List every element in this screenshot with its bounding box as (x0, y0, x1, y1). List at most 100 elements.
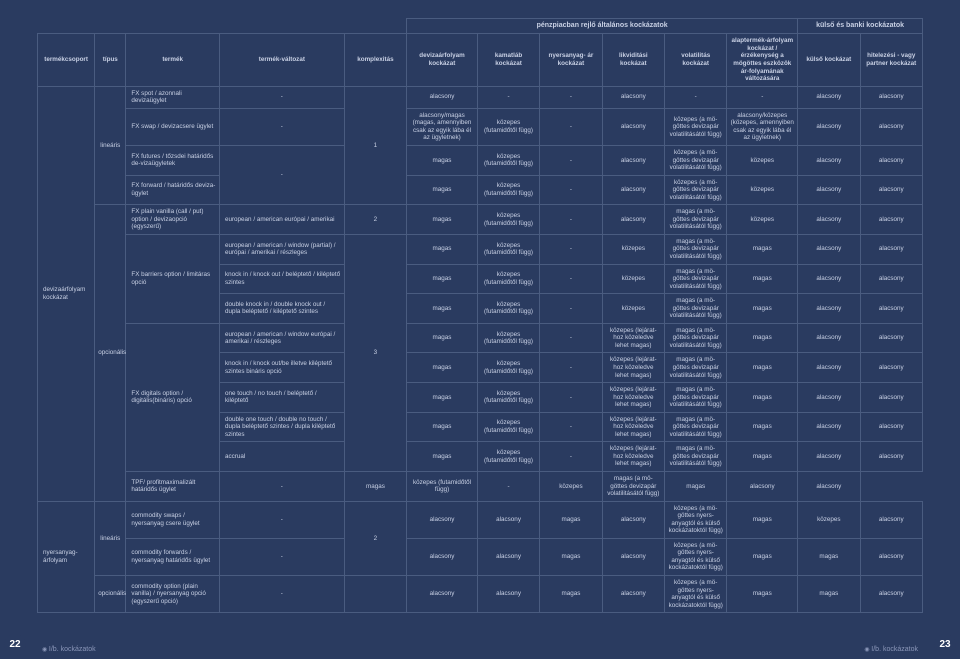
th-r6: alaptermék-árfolyam kockázat / érzékenys… (727, 34, 798, 86)
cell: magas (798, 538, 860, 575)
th-r2: kamatláb kockázat (477, 34, 539, 86)
cell: alacsony (798, 264, 860, 294)
cell: - (540, 412, 602, 442)
cell: közepes (futamidőtől függ) (477, 108, 539, 145)
variant: - (219, 538, 344, 575)
cell: alacsony (798, 205, 860, 235)
variant: knock in / knock out / beléptető / kilép… (219, 264, 344, 294)
footer-left: I/b. kockázatok (42, 646, 96, 653)
cell: alacsony (860, 353, 922, 383)
cell: alacsony (860, 205, 922, 235)
cell: magas (727, 442, 798, 472)
cell: magas (540, 501, 602, 538)
cell: alacsony (407, 576, 478, 613)
type-optional: opcionális (95, 576, 126, 613)
group-fx: devizaárfolyam kockázat (38, 86, 95, 501)
cell: magas (407, 145, 478, 175)
cell: alacsony (860, 442, 922, 472)
cell: magas (a mö-göttes devizapár volatilitás… (665, 205, 727, 235)
type-linear: lineáris (95, 501, 126, 575)
cell: alacsony (798, 175, 860, 205)
cell: magas (a mö-göttes devizapár volatilitás… (665, 264, 727, 294)
footer-right: I/b. kockázatok (864, 646, 918, 653)
cell: közepes (futamidőtől függ) (477, 175, 539, 205)
cell: alacsony (727, 472, 798, 502)
th-complex: komplexitás (344, 34, 406, 86)
complex: 1 (344, 86, 406, 205)
cell: alacsony (602, 501, 664, 538)
cell: közepes (futamidőtől függ) (477, 145, 539, 175)
cell: alacsony (407, 501, 478, 538)
cell: alacsony (602, 538, 664, 575)
prod: FX swap / devizacsere ügylet (126, 108, 220, 145)
cell: alacsony (798, 472, 860, 502)
cell: közepes (a mö-göttes devizapár volatilit… (665, 175, 727, 205)
cell: közepes (602, 234, 664, 264)
cell: közepes (727, 145, 798, 175)
variant: european / american európai / amerikai (219, 205, 344, 235)
cell: alacsony (798, 412, 860, 442)
cell: - (540, 383, 602, 413)
cell: magas (540, 576, 602, 613)
table-row: opcionális FX plain vanilla (call / put)… (38, 205, 923, 235)
cell: közepes (a mö-göttes devizapár volatilit… (665, 145, 727, 175)
cell: közepes (602, 264, 664, 294)
cell: magas (407, 383, 478, 413)
cell: alacsony (602, 576, 664, 613)
cell: magas (727, 353, 798, 383)
cell: magas (727, 294, 798, 324)
cell: magas (a mö-göttes devizapár volatilitás… (665, 442, 727, 472)
cell: alacsony (602, 86, 664, 108)
cell: magas (407, 442, 478, 472)
type-linear: lineáris (95, 86, 126, 205)
cell: alacsony (860, 175, 922, 205)
prod: commodity option (plain vanilla) / nyers… (126, 576, 220, 613)
cell: magas (a mö-göttes devizapár volatilitás… (665, 353, 727, 383)
cell: alacsony (477, 576, 539, 613)
table-row: commodity forwards / nyersanyag határidő… (38, 538, 923, 575)
cell: alacsony (798, 383, 860, 413)
cell: magas (344, 472, 406, 502)
variant: - (219, 576, 344, 613)
th-r1: devizaárfolyam kockázat (407, 34, 478, 86)
cell: - (477, 86, 539, 108)
cell: alacsony (798, 353, 860, 383)
cell: alacsony (602, 175, 664, 205)
cell: közepes (lejárat-hoz közeledve lehet mag… (602, 383, 664, 413)
head-general: pénzpiacban rejlő általános kockázatok (407, 19, 798, 34)
page-number-right: 23 (934, 634, 956, 656)
cell: közepes (futamidőtől függ) (477, 294, 539, 324)
variant: - (219, 501, 344, 538)
cell: közepes (futamidőtől függ) (477, 323, 539, 353)
cell: alacsony (860, 538, 922, 575)
cell: közepes (540, 472, 602, 502)
th-r3: nyersanyag- ár kockázat (540, 34, 602, 86)
cell: magas (727, 501, 798, 538)
page-number-left: 22 (4, 634, 26, 656)
variant: double one touch / double no touch / dup… (219, 412, 344, 442)
cell: magas (798, 576, 860, 613)
cell: magas (727, 412, 798, 442)
cell: magas (407, 323, 478, 353)
cell: alacsony (860, 323, 922, 353)
cell: közepes (futamidőtől függ) (477, 234, 539, 264)
table-row: FX forward / határidős deviza-ügylet mag… (38, 175, 923, 205)
cell: alacsony/közepes (közepes, amennyiben cs… (727, 108, 798, 145)
variant: double knock in / double knock out / dup… (219, 294, 344, 324)
table-row: FX barriers option / limitáras opció eur… (38, 234, 923, 264)
prod: FX forward / határidős deviza-ügylet (126, 175, 220, 205)
cell: magas (a mö-göttes devizapár volatilitás… (665, 383, 727, 413)
variant: - (219, 86, 344, 108)
cell: közepes (727, 205, 798, 235)
cell: közepes (lejárat-hoz közeledve lehet mag… (602, 353, 664, 383)
complex: 2 (344, 501, 406, 575)
cell: - (540, 175, 602, 205)
cell: közepes (futamidőtől függ) (477, 205, 539, 235)
variant: - (219, 145, 344, 204)
cell: alacsony (860, 501, 922, 538)
cell: közepes (602, 294, 664, 324)
cell: magas (727, 264, 798, 294)
cell: magas (407, 294, 478, 324)
cell: alacsony (860, 234, 922, 264)
cell: magas (407, 234, 478, 264)
